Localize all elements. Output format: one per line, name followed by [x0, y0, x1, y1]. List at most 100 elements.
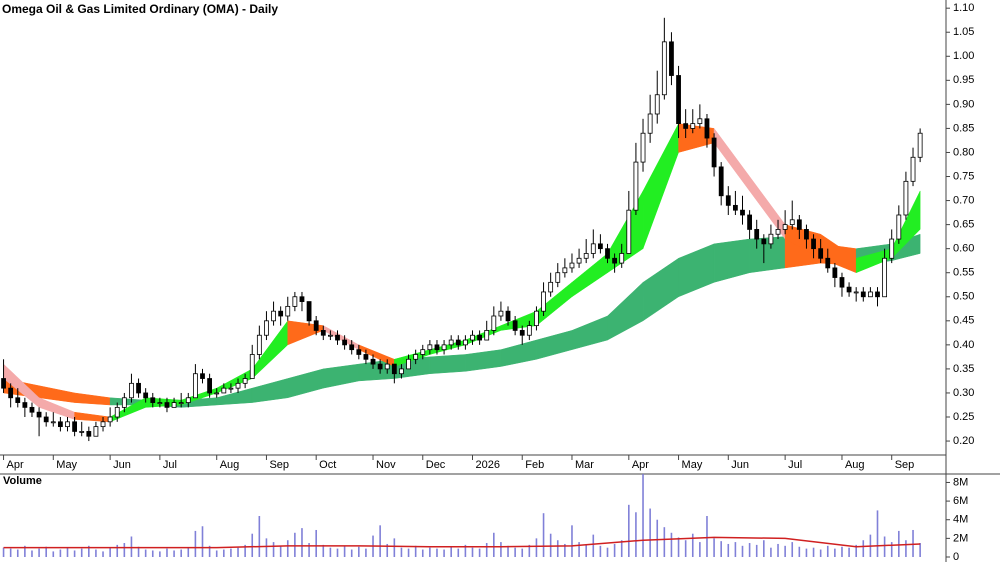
y-tick-label: 0.25: [953, 411, 974, 423]
y-tick-label: 0.70: [953, 194, 974, 206]
candle-body: [313, 320, 319, 331]
candle-body: [228, 387, 234, 390]
y-tick-label: 8M: [953, 476, 968, 488]
volume-bar: [507, 545, 509, 557]
volume-average: [3, 536, 921, 549]
candle-body: [697, 118, 703, 125]
volume-bar: [457, 548, 460, 557]
candle-body: [818, 248, 824, 259]
candle-body: [562, 267, 568, 274]
y-tick-label: 6M: [953, 495, 968, 507]
volume-bar: [876, 510, 879, 557]
volume-bar: [493, 532, 495, 557]
candle-body: [207, 378, 213, 394]
volume-bar: [301, 528, 303, 557]
candles: [1, 17, 923, 442]
y-tick-label: 1.10: [953, 2, 974, 14]
volume-bar: [151, 550, 154, 557]
candle-body: [129, 382, 134, 399]
x-tick-label: Jul: [788, 459, 802, 471]
y-tick-label: 0.40: [953, 339, 974, 351]
volume-bar: [741, 545, 744, 557]
volume-bar: [862, 540, 865, 557]
y-tick-label: 0.75: [953, 170, 974, 182]
y-tick-label: 0.35: [953, 363, 974, 375]
volume-bar: [450, 546, 452, 557]
volume-bar: [38, 548, 40, 557]
band-segment: [429, 354, 466, 374]
candle-body: [86, 431, 92, 437]
y-tick-label: 2M: [953, 532, 968, 544]
candle-body: [825, 257, 831, 269]
candle-body: [100, 421, 106, 428]
volume-bar: [777, 543, 779, 557]
candle-body: [43, 416, 49, 423]
volume-bar: [73, 550, 76, 557]
x-tick-label: Aug: [845, 459, 865, 471]
volume-bar: [130, 536, 133, 557]
band-segment: [749, 236, 786, 273]
x-tick-label: Jun: [731, 459, 749, 471]
volume-bar: [677, 537, 680, 557]
candle-body: [477, 334, 483, 341]
volume-bar: [279, 545, 282, 557]
volume-bar: [336, 548, 339, 557]
candle-body: [22, 402, 28, 408]
volume-bar: [599, 545, 602, 557]
volume-bar: [294, 532, 296, 557]
volume-bar: [286, 540, 289, 557]
volume-bar: [237, 547, 239, 557]
candle-body: [143, 392, 149, 399]
volume-bar: [734, 542, 737, 557]
volume-bar: [564, 543, 566, 557]
volume-bar: [770, 547, 772, 557]
candle-body: [185, 397, 191, 403]
volume-bar: [24, 545, 26, 557]
candle-body: [470, 334, 475, 341]
candle-body: [633, 161, 639, 211]
candle-body: [754, 229, 760, 240]
candle-body: [782, 224, 788, 230]
candle-body: [285, 305, 291, 317]
candle-body: [136, 382, 141, 394]
candle-body: [619, 253, 625, 264]
volume-bar: [514, 547, 516, 557]
candle-body: [157, 402, 163, 404]
volume-bar: [748, 543, 751, 557]
x-tick-label: Aug: [220, 459, 240, 471]
candle-body: [342, 339, 348, 346]
candle-body: [249, 354, 255, 379]
volume-bar: [819, 549, 822, 557]
candle-body: [548, 281, 554, 293]
candle-body: [740, 209, 745, 216]
candle-body: [768, 233, 774, 245]
volume-bar: [66, 547, 69, 557]
candle-body: [264, 320, 269, 336]
volume-bar: [9, 548, 12, 557]
volume-bar: [215, 550, 218, 557]
volume-bar: [272, 542, 275, 557]
volume-bar: [812, 547, 815, 557]
volume-bar: [194, 530, 197, 557]
candle-body: [399, 368, 404, 375]
candle-body: [590, 243, 596, 254]
volume-bar: [763, 540, 765, 557]
volume-bar: [912, 529, 914, 557]
volume-bar: [265, 538, 268, 557]
volume-bar: [784, 545, 786, 557]
volume-bar: [699, 542, 701, 557]
x-tick-label: Sep: [895, 459, 915, 471]
volume-bar: [663, 527, 666, 557]
candle-body: [853, 291, 859, 294]
candle-body: [1, 378, 6, 389]
volume-bar: [144, 549, 147, 557]
candle-body: [747, 214, 753, 230]
volume-bar: [798, 546, 801, 557]
volume-bar: [542, 513, 545, 557]
candle-body: [484, 330, 490, 341]
volume-bar: [123, 543, 126, 557]
candle-body: [718, 166, 724, 197]
volume-bar: [166, 548, 168, 557]
y-tick-label: 0.90: [953, 98, 974, 110]
y-tick-label: 0.85: [953, 122, 974, 134]
